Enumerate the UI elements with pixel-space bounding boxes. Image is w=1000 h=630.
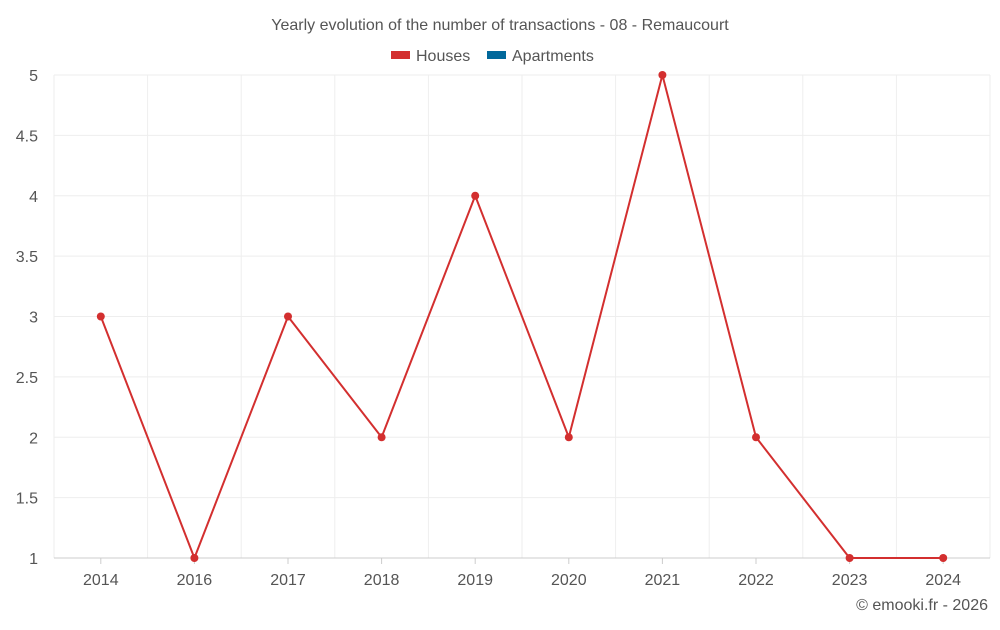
data-point-houses-2017[interactable]	[284, 312, 292, 321]
legend-label-houses: Houses	[416, 48, 470, 65]
legend-item-apartments[interactable]: Apartments	[487, 48, 594, 65]
legend-swatch-apartments	[487, 51, 506, 59]
x-tick-label: 2018	[364, 572, 400, 589]
x-tick-label: 2020	[551, 572, 587, 589]
y-tick-label: 1.5	[16, 491, 38, 508]
y-tick-label: 2.5	[16, 370, 38, 387]
credit-text: © emooki.fr - 2026	[856, 597, 988, 614]
data-point-houses-2021[interactable]	[658, 71, 667, 79]
y-tick-label: 3.5	[16, 249, 38, 266]
y-axis: 1 1.5 2 2.5 3 3.5 4 4.5 5	[16, 68, 38, 568]
data-point-houses-2020[interactable]	[564, 433, 573, 442]
y-tick-label: 1	[29, 551, 38, 568]
data-point-houses-2022[interactable]	[752, 433, 760, 442]
data-point-houses-2023[interactable]	[845, 554, 854, 562]
series-houses	[96, 71, 948, 562]
y-tick-label: 3	[29, 310, 38, 327]
y-tick-label: 4	[29, 189, 38, 206]
series-line-houses	[99, 74, 944, 559]
legend-label-apartments: Apartments	[512, 48, 594, 65]
x-tick-label: 2023	[832, 572, 868, 589]
legend-item-houses[interactable]: Houses	[391, 48, 470, 65]
chart-title: Yearly evolution of the number of transa…	[271, 17, 729, 34]
data-point-houses-2019[interactable]	[471, 191, 480, 200]
x-tick-label: 2021	[645, 572, 681, 589]
x-axis: 2014 2016 2017 2018 2019 2020 2021 2022 2023 2024	[54, 557, 990, 589]
x-tick-label: 2016	[177, 572, 213, 589]
legend-swatch-houses	[391, 51, 410, 59]
legend: Houses Apartments	[391, 48, 594, 65]
y-tick-label: 4.5	[16, 128, 38, 145]
x-tick-label: 2024	[925, 572, 961, 589]
y-tick-label: 2	[29, 430, 38, 447]
x-tick-label: 2019	[457, 572, 493, 589]
x-tick-label: 2022	[738, 572, 774, 589]
y-tick-label: 5	[29, 68, 38, 85]
x-tick-label: 2017	[270, 572, 306, 589]
data-point-houses-2018[interactable]	[377, 433, 386, 442]
data-point-houses-2024[interactable]	[939, 554, 948, 562]
data-point-houses-2016[interactable]	[190, 554, 199, 562]
data-point-houses-2014[interactable]	[96, 312, 105, 321]
x-tick-label: 2014	[83, 572, 119, 589]
